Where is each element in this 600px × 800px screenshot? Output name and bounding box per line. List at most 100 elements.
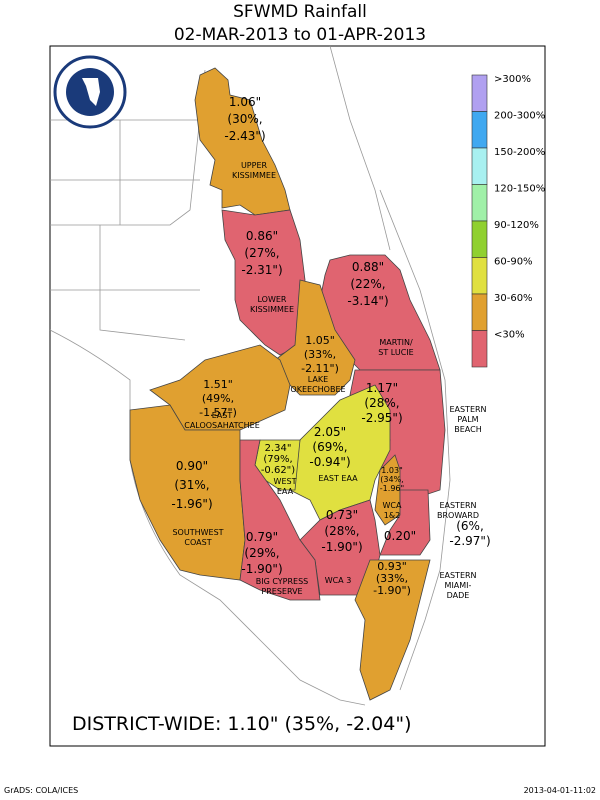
region-value: (28%,: [364, 396, 399, 410]
footer-right: 2013-04-01-11:02: [524, 786, 596, 795]
region-value: (22%,: [350, 277, 385, 291]
region-value: 0.73": [326, 508, 358, 522]
region-value: (49%,: [202, 392, 234, 405]
subtitle: 02-MAR-2013 to 01-APR-2013: [174, 25, 426, 45]
region-name: KISSIMMEE: [250, 305, 294, 314]
region-big-cypress: [239, 439, 321, 601]
legend-label: 90-120%: [494, 220, 539, 231]
region-value: 1.17": [366, 381, 398, 395]
region-name: EAST EAA: [318, 474, 358, 483]
region-value: 0.20": [384, 529, 416, 543]
legend-swatch: [471, 147, 488, 185]
legend-swatch: [471, 184, 488, 222]
region-value: 1.03": [381, 466, 403, 475]
region-value: 1.51": [203, 378, 233, 391]
region-value: (33%,: [304, 348, 336, 361]
region-name: BIG CYPRESS: [256, 577, 309, 586]
region-value: (30%,: [227, 112, 262, 126]
legend-label: 200-300%: [494, 111, 545, 122]
region-value: -0.62"): [261, 465, 295, 476]
legend-swatch: [471, 330, 488, 368]
map-frame: [49, 45, 546, 747]
regions: [129, 67, 446, 701]
region-value: (33%,: [376, 572, 408, 585]
basemap: [49, 45, 451, 706]
region-value: 0.79": [246, 530, 278, 544]
legend-label: 150-200%: [494, 147, 545, 158]
region-value: -2.11"): [301, 362, 339, 375]
region-value: -1.96": [380, 484, 404, 493]
legend-swatch: [471, 220, 488, 258]
region-value: -1.90"): [373, 584, 411, 597]
district-summary: DISTRICT-WIDE: 1.10" (35%, -2.04"): [72, 713, 412, 735]
region-name: EASTERN: [449, 405, 486, 414]
region-value: -2.95"): [361, 411, 402, 425]
region-value: (69%,: [312, 440, 347, 454]
region-name: MIAMI-: [445, 581, 472, 590]
legend-swatch: [471, 257, 488, 295]
title: SFWMD Rainfall: [233, 2, 367, 22]
region-name: WCA 3: [325, 576, 352, 585]
region-value: (6%,: [456, 519, 484, 533]
region-value: -0.94"): [309, 455, 350, 469]
region-name: BROWARD: [437, 511, 479, 520]
region-name: KISSIMMEE: [232, 171, 276, 180]
region-value: (31%,: [174, 478, 209, 492]
region-value: (79%,: [263, 454, 292, 465]
region-value: -1.90"): [321, 540, 362, 554]
region-name: LAKE: [308, 375, 328, 384]
region-value: -2.97"): [449, 534, 490, 548]
region-value: 0.93": [377, 560, 407, 573]
legend-label: <30%: [494, 330, 525, 341]
region-name: BEACH: [454, 425, 481, 434]
region-lake-okeechobee: [274, 279, 356, 396]
legend-label: 60-90%: [494, 257, 533, 268]
region-value: -2.43"): [224, 129, 265, 143]
region-value: 2.05": [314, 425, 346, 439]
logo: [53, 55, 127, 129]
legend-label: 30-60%: [494, 293, 533, 304]
region-name: WCA: [383, 501, 402, 510]
region-name: COAST: [184, 538, 211, 547]
region-value: 2.34": [265, 443, 292, 454]
region-name: EASTERN: [439, 571, 476, 580]
region-value: 0.86": [246, 229, 278, 243]
region-value: 1.05": [305, 334, 335, 347]
region-value: -1.57"): [199, 406, 237, 419]
region-name: WEST: [274, 477, 297, 486]
region-value: 0.88": [352, 260, 384, 274]
region-value: (34%,: [380, 475, 403, 484]
legend-label: 120-150%: [494, 184, 545, 195]
legend-label: >300%: [494, 74, 531, 85]
legend-swatch: [471, 111, 488, 149]
region-value: -1.96"): [171, 497, 212, 511]
region-value: -1.90"): [241, 562, 282, 576]
region-name: UPPER: [241, 161, 268, 170]
region-name: EAA: [277, 487, 294, 496]
legend: >300% 200-300% 150-200% 120-150% 90-120% 60-9…: [471, 74, 545, 368]
legend-swatch: [471, 293, 488, 331]
region-value: (29%,: [244, 546, 279, 560]
region-value: -3.14"): [347, 294, 388, 308]
footer-left: GrADS: COLA/ICES: [4, 786, 78, 795]
region-eastern-broward: [379, 489, 431, 556]
region-value: (27%,: [244, 246, 279, 260]
region-name: CALOOSAHATCHEE: [184, 421, 260, 430]
region-lower-kissimmee: [221, 209, 306, 356]
region-name: PALM: [457, 415, 478, 424]
region-name: SOUTHWEST: [172, 528, 223, 537]
region-name: EAST: [212, 411, 233, 420]
region-name: DADE: [447, 591, 470, 600]
region-value: 1.06": [229, 95, 261, 109]
legend-swatch: [471, 74, 488, 112]
region-name: EASTERN: [439, 501, 476, 510]
region-name: ST LUCIE: [378, 348, 413, 357]
region-name: OKEECHOBEE: [290, 385, 345, 394]
region-name: MARTIN/: [379, 338, 413, 347]
region-labels: 1.06"(30%,-2.43")UPPERKISSIMMEE0.86"(27%…: [171, 95, 490, 600]
region-value: (28%,: [324, 524, 359, 538]
region-value: -2.31"): [241, 263, 282, 277]
region-name: 1&2: [384, 511, 400, 520]
